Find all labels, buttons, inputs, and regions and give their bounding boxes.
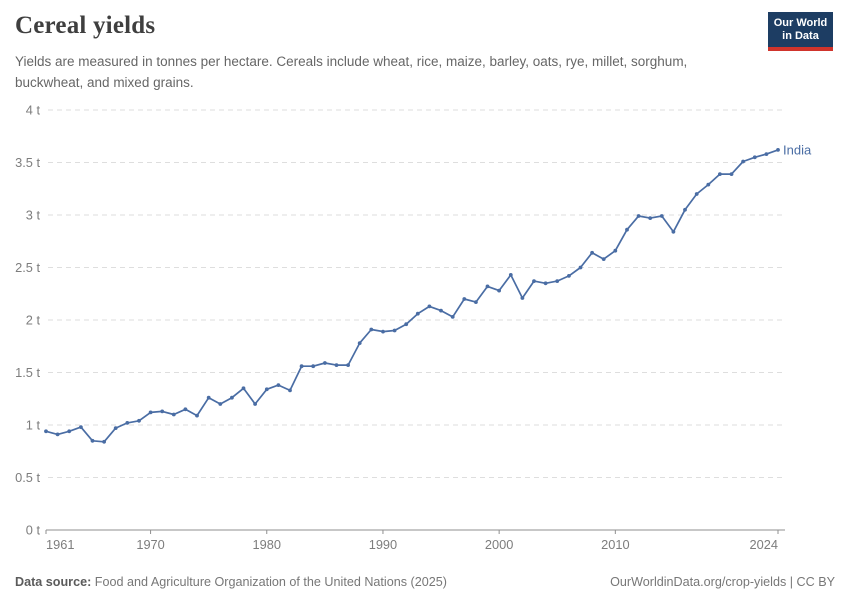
- y-tick-label-3.5: 3.5 t: [15, 155, 40, 170]
- india-data-point-2010[interactable]: [613, 248, 618, 253]
- india-data-point-2018[interactable]: [706, 182, 711, 187]
- owid-logo-text: Our World in Data: [768, 12, 833, 47]
- india-data-point-2008[interactable]: [590, 250, 594, 255]
- owid-logo-accent-bar: [768, 47, 833, 51]
- india-data-point-2016[interactable]: [683, 207, 687, 212]
- india-data-point-1994[interactable]: [427, 304, 432, 309]
- india-data-point-2024[interactable]: [776, 148, 780, 152]
- owid-logo[interactable]: Our World in Data: [768, 12, 833, 51]
- india-data-point-1997[interactable]: [462, 297, 467, 301]
- india-data-point-1964[interactable]: [79, 425, 83, 429]
- india-data-point-1987[interactable]: [346, 363, 350, 367]
- india-data-point-1977[interactable]: [230, 395, 234, 400]
- india-data-point-1983[interactable]: [299, 364, 304, 369]
- india-data-point-1984[interactable]: [311, 364, 316, 369]
- india-data-point-1992[interactable]: [404, 322, 409, 327]
- india-data-point-2006[interactable]: [567, 274, 571, 278]
- india-data-point-2007[interactable]: [578, 265, 583, 270]
- credit-link[interactable]: OurWorldinData.org/crop-yields | CC BY: [610, 575, 835, 589]
- india-data-point-2012[interactable]: [636, 214, 641, 218]
- india-data-point-2014[interactable]: [659, 214, 664, 218]
- india-data-point-2022[interactable]: [752, 155, 757, 160]
- india-data-point-2023[interactable]: [764, 152, 769, 157]
- india-data-point-2001[interactable]: [508, 273, 513, 277]
- india-data-point-2009[interactable]: [601, 257, 606, 261]
- india-data-point-2015[interactable]: [671, 229, 676, 234]
- india-data-point-1965[interactable]: [90, 438, 95, 443]
- page-title: Cereal yields: [15, 12, 156, 39]
- india-data-point-1993[interactable]: [415, 311, 420, 316]
- india-data-point-1975[interactable]: [206, 395, 211, 400]
- india-data-point-1974[interactable]: [195, 413, 199, 418]
- y-tick-label-0.5: 0.5 t: [15, 470, 40, 485]
- data-source-value: Food and Agriculture Organization of the…: [91, 575, 447, 589]
- y-tick-label-0: 0 t: [26, 523, 41, 538]
- india-data-point-1972[interactable]: [171, 412, 176, 417]
- y-tick-label-4: 4 t: [26, 103, 41, 118]
- india-data-point-1996[interactable]: [450, 315, 455, 319]
- y-tick-label-1.5: 1.5 t: [15, 365, 40, 380]
- india-data-point-2020[interactable]: [729, 172, 734, 177]
- india-data-point-1985[interactable]: [323, 361, 327, 365]
- india-data-point-1966[interactable]: [102, 439, 106, 444]
- chart-footer: Data source: Food and Agriculture Organi…: [15, 575, 835, 589]
- india-data-point-2005[interactable]: [555, 279, 560, 283]
- india-data-point-2021[interactable]: [741, 159, 745, 164]
- india-data-point-1961[interactable]: [44, 429, 48, 434]
- y-tick-label-1: 1 t: [26, 418, 41, 433]
- yield-line-chart-canvas[interactable]: 0 t 0.5 t 1 t 1.5 t 2 t 2.5 t 3 t 3.5 t 4 t 1961 1…: [0, 92, 850, 570]
- india-data-point-1970[interactable]: [148, 410, 153, 415]
- india-data-point-1998[interactable]: [474, 300, 478, 304]
- x-tick-label-1990: 1990: [369, 537, 397, 552]
- x-tick-label-1980: 1980: [253, 537, 281, 552]
- x-tick-label-2000: 2000: [485, 537, 513, 552]
- india-data-point-1968[interactable]: [125, 421, 130, 425]
- india-data-point-1979[interactable]: [253, 402, 257, 406]
- india-data-point-1995[interactable]: [439, 308, 443, 313]
- india-data-point-1990[interactable]: [381, 329, 385, 334]
- india-data-point-2013[interactable]: [648, 216, 653, 221]
- india-data-point-1973[interactable]: [183, 407, 188, 412]
- india-data-point-1969[interactable]: [137, 418, 141, 423]
- india-data-point-1978[interactable]: [241, 386, 246, 391]
- india-data-point-1982[interactable]: [288, 388, 292, 393]
- india-data-point-1991[interactable]: [392, 328, 397, 333]
- india-data-point-1999[interactable]: [485, 284, 490, 289]
- x-tick-label-2010: 2010: [601, 537, 629, 552]
- india-data-point-2004[interactable]: [543, 281, 548, 286]
- y-tick-label-3: 3 t: [26, 208, 41, 223]
- india-data-point-1976[interactable]: [218, 402, 223, 406]
- india-data-point-2003[interactable]: [532, 279, 536, 283]
- chart-subtitle: Yields are measured in tonnes per hectar…: [15, 54, 688, 90]
- india-data-point-1986[interactable]: [334, 363, 339, 367]
- y-tick-label-2.5: 2.5 t: [15, 260, 40, 275]
- data-source-label: Data source:: [15, 575, 92, 589]
- india-data-point-1967[interactable]: [113, 426, 118, 430]
- india-data-point-1963[interactable]: [67, 429, 72, 434]
- india-data-point-1962[interactable]: [55, 432, 60, 437]
- x-tick-label-2024: 2024: [750, 537, 778, 552]
- x-tick-label-1961: 1961: [46, 537, 74, 552]
- india-data-point-2017[interactable]: [694, 192, 699, 196]
- india-data-point-2019[interactable]: [718, 172, 722, 177]
- india-data-point-1981[interactable]: [276, 383, 281, 387]
- india-data-point-2002[interactable]: [520, 296, 525, 300]
- india-data-point-1989[interactable]: [369, 327, 374, 332]
- india-data-point-1988[interactable]: [357, 341, 362, 345]
- y-tick-label-2: 2 t: [26, 313, 41, 328]
- x-tick-label-1970: 1970: [136, 537, 164, 552]
- india-data-point-1971[interactable]: [160, 409, 165, 414]
- india-data-point-1980[interactable]: [264, 387, 269, 392]
- owid-logo-line2: in Data: [782, 30, 819, 42]
- india-data-point-2000[interactable]: [497, 288, 501, 293]
- series-label-india[interactable]: India: [783, 142, 812, 157]
- india-data-point-2011[interactable]: [625, 227, 629, 232]
- owid-logo-line1: Our World: [773, 17, 828, 29]
- data-source-note: Data source: Food and Agriculture Organi…: [15, 575, 447, 589]
- india-series-line[interactable]: [45, 149, 779, 443]
